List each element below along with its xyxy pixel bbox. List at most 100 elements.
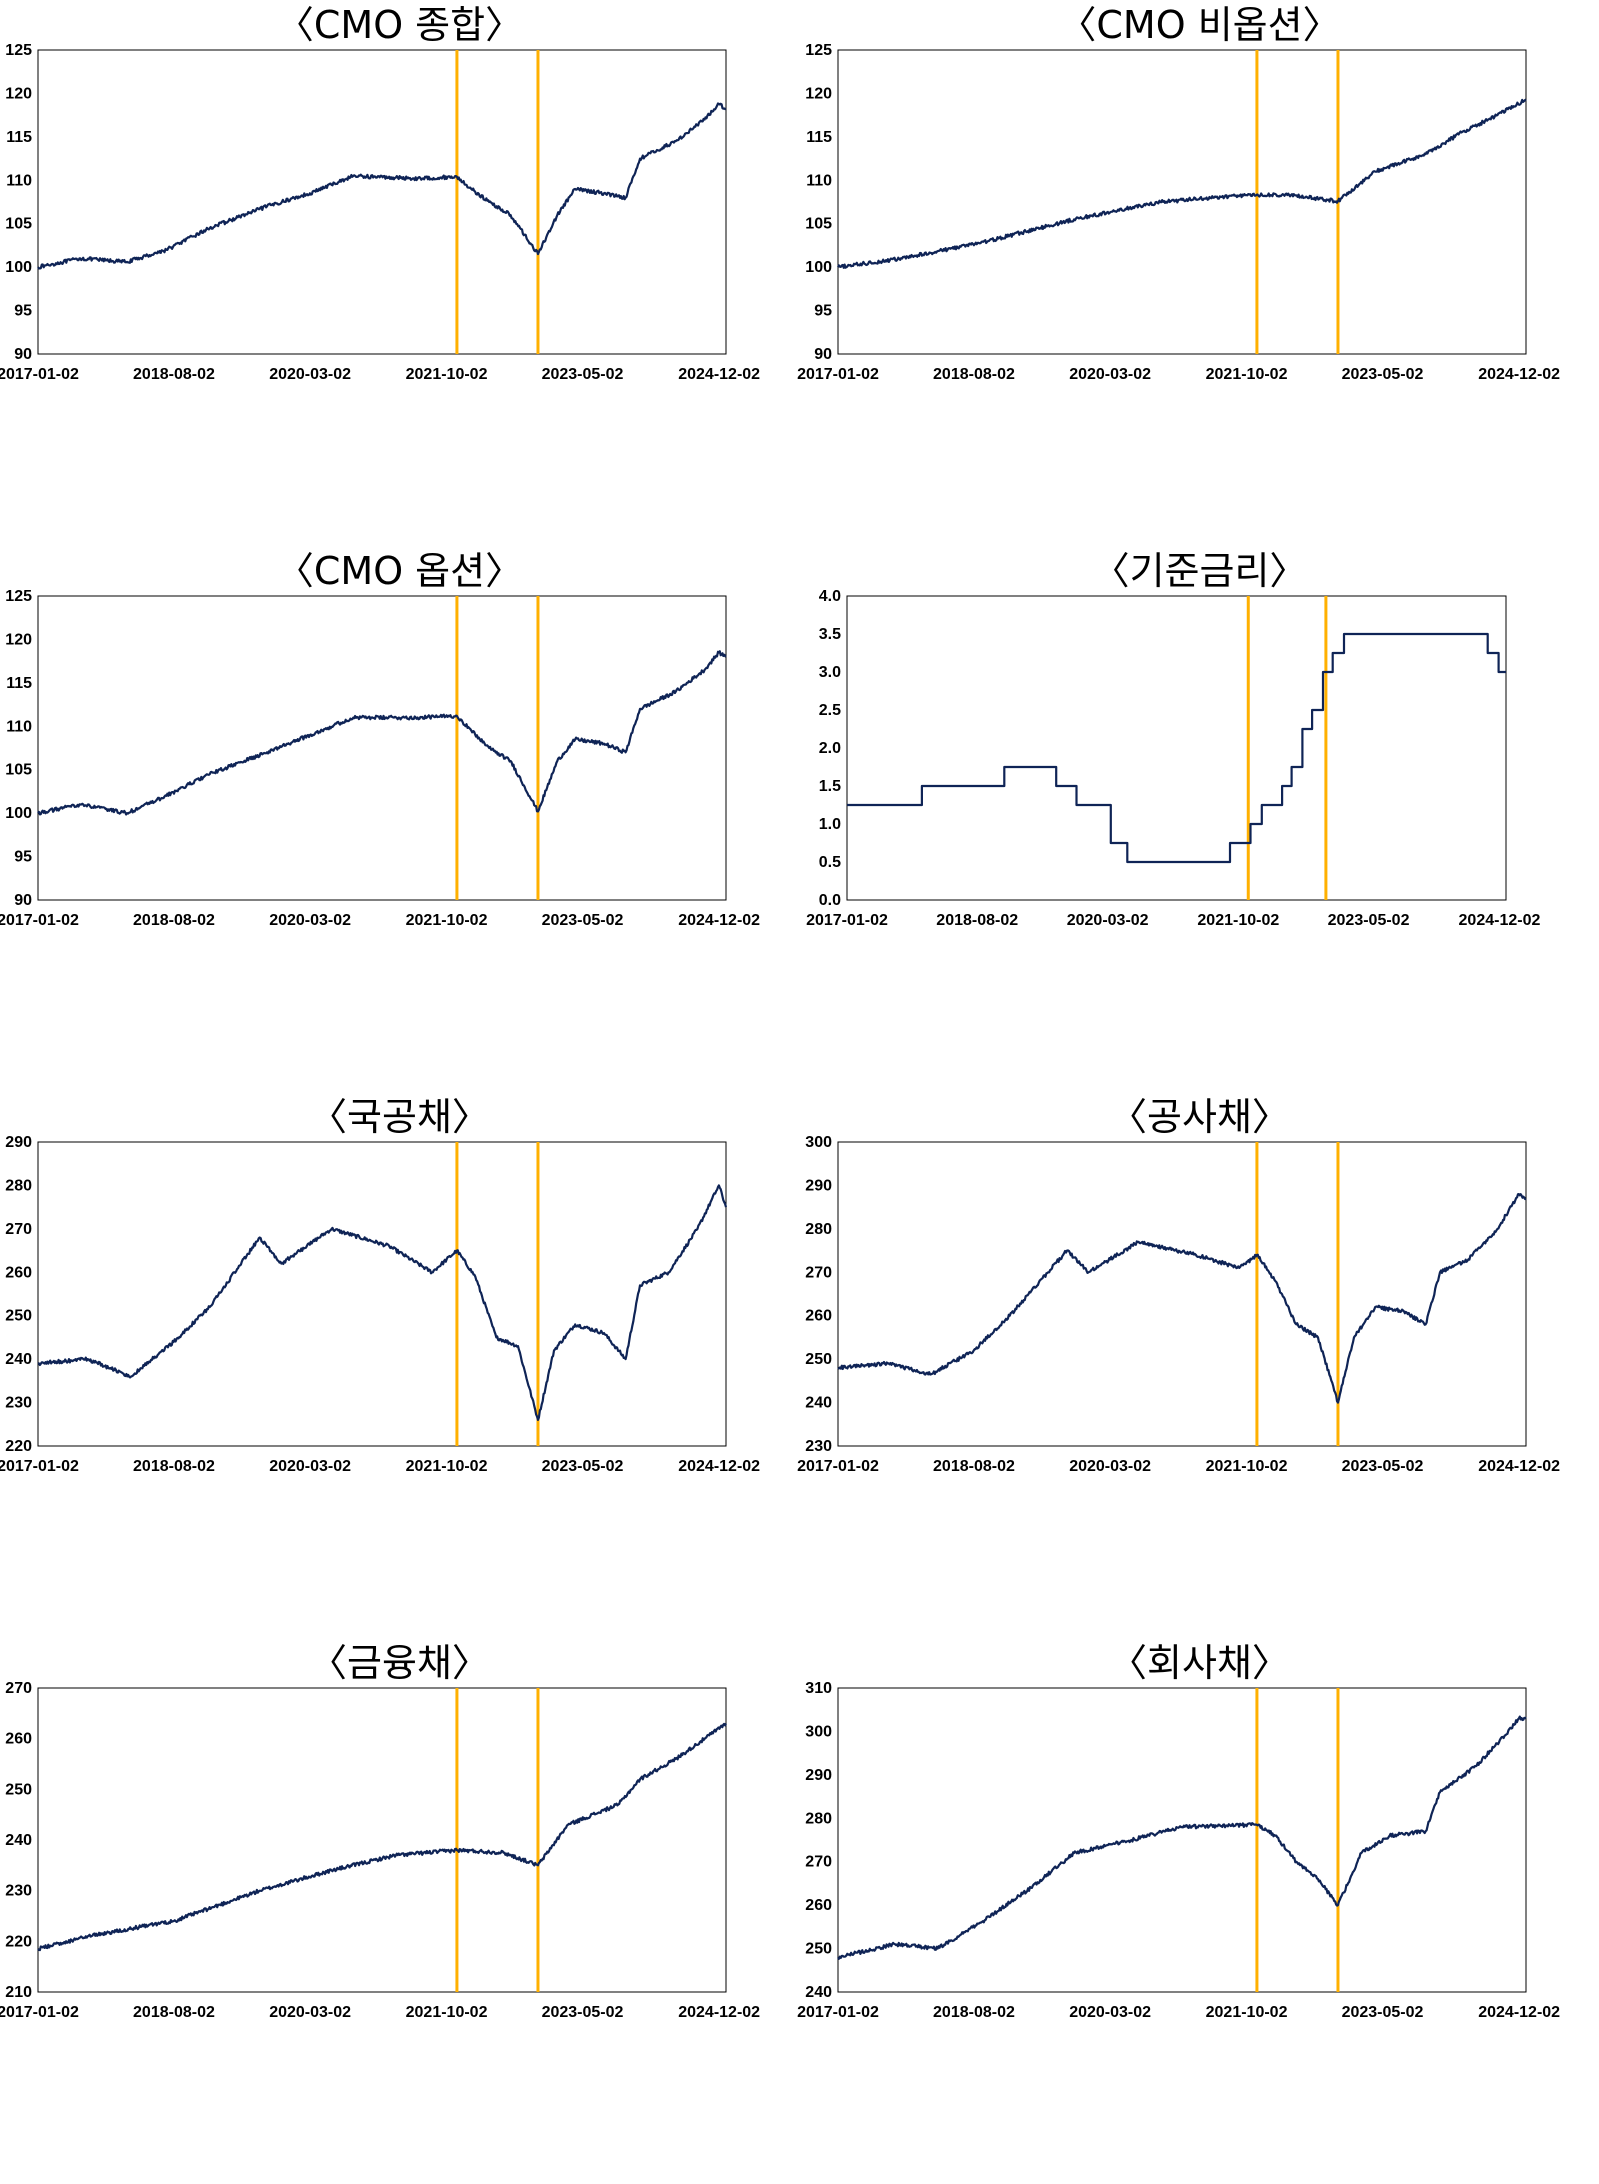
chart-svg: 210 220 230 240 250 260 270 2017-01-02 2018-08-0… bbox=[0, 1680, 760, 2021]
x-tick-label: 2024-12-02 bbox=[1478, 2004, 1560, 2021]
chart-panel-public-corp-bonds: 〈공사채〉 230 240 250 260 270 280 290 300 2017-01-02… bbox=[797, 1092, 1599, 1638]
y-tick-label: 3.0 bbox=[819, 664, 841, 681]
x-tick-label: 2024-12-02 bbox=[1478, 366, 1560, 383]
series-line bbox=[837, 1193, 1527, 1404]
y-tick-label: 105 bbox=[5, 216, 32, 233]
y-tick-label: 290 bbox=[805, 1177, 832, 1194]
y-tick-label: 1.5 bbox=[819, 778, 841, 795]
x-tick-label: 2023-05-02 bbox=[1328, 912, 1410, 929]
x-tick-label: 2017-01-02 bbox=[797, 2004, 879, 2021]
y-tick-label: 270 bbox=[5, 1680, 32, 1697]
series-line bbox=[37, 102, 727, 270]
y-tick-label: 100 bbox=[5, 259, 32, 276]
y-tick-label: 95 bbox=[814, 303, 832, 320]
x-tick-label: 2020-03-02 bbox=[269, 1458, 351, 1475]
x-tick-label: 2021-10-02 bbox=[1206, 1458, 1288, 1475]
x-tick-label: 2024-12-02 bbox=[678, 912, 760, 929]
x-tick-label: 2020-03-02 bbox=[1069, 366, 1151, 383]
series-line bbox=[37, 1722, 727, 1952]
y-tick-label: 290 bbox=[5, 1134, 32, 1151]
x-tick-label: 2018-08-02 bbox=[133, 1458, 215, 1475]
y-tick-label: 220 bbox=[5, 1438, 32, 1455]
y-tick-label: 95 bbox=[14, 303, 32, 320]
y-tick-label: 230 bbox=[5, 1883, 32, 1900]
chart-svg: 90 95 100 105 110 115 120 125 2017-01-02 2018-08-… bbox=[0, 588, 760, 929]
chart-title: 〈CMO 비옵션〉 bbox=[1058, 3, 1341, 47]
x-tick-label: 2018-08-02 bbox=[133, 912, 215, 929]
y-tick-label: 290 bbox=[805, 1767, 832, 1784]
y-tick-label: 105 bbox=[5, 762, 32, 779]
y-tick-label: 125 bbox=[5, 42, 32, 59]
x-tick-label: 2023-05-02 bbox=[1342, 1458, 1424, 1475]
y-tick-label: 280 bbox=[805, 1221, 832, 1238]
y-tick-label: 125 bbox=[5, 588, 32, 605]
x-tick-label: 2020-03-02 bbox=[1069, 2004, 1151, 2021]
chart-svg: 230 240 250 260 270 280 290 300 2017-01-02 2018-0… bbox=[797, 1134, 1560, 1475]
plot-frame bbox=[837, 1141, 1527, 1447]
chart-panel-cmo-total: 〈CMO 종합〉 90 95 100 105 110 115 120 125 2017-01-0… bbox=[0, 0, 799, 546]
y-tick-label: 90 bbox=[814, 346, 832, 363]
x-tick-label: 2023-05-02 bbox=[542, 2004, 624, 2021]
x-tick-label: 2020-03-02 bbox=[269, 366, 351, 383]
x-tick-label: 2023-05-02 bbox=[1342, 366, 1424, 383]
y-tick-label: 270 bbox=[5, 1221, 32, 1238]
chart-title: 〈회사채〉 bbox=[1109, 1641, 1290, 1685]
chart-title: 〈금융채〉 bbox=[309, 1641, 490, 1685]
chart-svg: 240 250 260 270 280 290 300 310 2017-01-02 2018-0… bbox=[797, 1680, 1560, 2021]
y-tick-label: 1.0 bbox=[819, 816, 841, 833]
y-tick-label: 115 bbox=[6, 675, 32, 692]
y-tick-label: 250 bbox=[5, 1781, 32, 1798]
x-tick-label: 2023-05-02 bbox=[542, 366, 624, 383]
x-tick-label: 2021-10-02 bbox=[406, 366, 488, 383]
x-tick-label: 2024-12-02 bbox=[678, 2004, 760, 2021]
chart-panel-financial-bonds: 〈금융채〉 210 220 230 240 250 260 270 2017-01-02 201… bbox=[0, 1638, 799, 2184]
y-tick-label: 240 bbox=[805, 1395, 832, 1412]
y-tick-label: 105 bbox=[805, 216, 832, 233]
y-tick-label: 4.0 bbox=[819, 588, 841, 605]
y-tick-label: 120 bbox=[5, 631, 32, 648]
x-tick-label: 2018-08-02 bbox=[133, 2004, 215, 2021]
y-tick-label: 260 bbox=[5, 1731, 32, 1748]
plot-frame bbox=[37, 49, 727, 355]
x-tick-label: 2017-01-02 bbox=[0, 366, 79, 383]
y-tick-label: 210 bbox=[5, 1984, 32, 2001]
y-tick-label: 0.0 bbox=[819, 892, 841, 909]
series-line bbox=[847, 632, 1506, 864]
y-tick-label: 260 bbox=[805, 1897, 832, 1914]
x-tick-label: 2024-12-02 bbox=[1478, 1458, 1560, 1475]
chart-panel-government-bonds: 〈국공채〉 220 230 240 250 260 270 280 290 2017-01-02… bbox=[0, 1092, 799, 1638]
y-tick-label: 120 bbox=[805, 85, 832, 102]
plot-frame bbox=[837, 1687, 1527, 1993]
chart-svg: 90 95 100 105 110 115 120 125 2017-01-02 2018-08-… bbox=[797, 42, 1560, 383]
chart-title: 〈기준금리〉 bbox=[1091, 549, 1308, 593]
x-tick-label: 2017-01-02 bbox=[0, 912, 79, 929]
x-tick-label: 2023-05-02 bbox=[542, 1458, 624, 1475]
x-tick-label: 2017-01-02 bbox=[797, 366, 879, 383]
plot-frame bbox=[37, 595, 727, 901]
x-tick-label: 2018-08-02 bbox=[936, 912, 1018, 929]
y-tick-label: 260 bbox=[5, 1264, 32, 1281]
chart-title: 〈공사채〉 bbox=[1109, 1095, 1290, 1139]
plot-frame bbox=[37, 1687, 727, 1993]
x-tick-label: 2021-10-02 bbox=[1197, 912, 1279, 929]
x-tick-label: 2018-08-02 bbox=[933, 1458, 1015, 1475]
chart-panel-base-rate: 〈기준금리〉 0.0 0.5 1.0 1.5 2.0 2.5 3.0 3.5 4.0 2017-0… bbox=[800, 546, 1599, 1092]
chart-title: 〈CMO 종합〉 bbox=[275, 3, 524, 47]
y-tick-label: 3.5 bbox=[819, 626, 841, 643]
x-tick-label: 2018-08-02 bbox=[933, 366, 1015, 383]
x-tick-label: 2024-12-02 bbox=[1459, 912, 1541, 929]
x-tick-label: 2020-03-02 bbox=[269, 912, 351, 929]
chart-panel-cmo-option: 〈CMO 옵션〉 90 95 100 105 110 115 120 125 2017-01-0… bbox=[0, 546, 799, 1092]
x-tick-label: 2024-12-02 bbox=[678, 366, 760, 383]
y-tick-label: 280 bbox=[805, 1810, 832, 1827]
y-tick-label: 220 bbox=[5, 1933, 32, 1950]
y-tick-label: 300 bbox=[805, 1134, 832, 1151]
x-tick-label: 2021-10-02 bbox=[1206, 2004, 1288, 2021]
y-tick-label: 270 bbox=[805, 1264, 832, 1281]
x-tick-label: 2023-05-02 bbox=[1342, 2004, 1424, 2021]
x-tick-label: 2018-08-02 bbox=[133, 366, 215, 383]
y-tick-label: 240 bbox=[5, 1351, 32, 1368]
y-tick-label: 230 bbox=[5, 1395, 32, 1412]
y-tick-label: 250 bbox=[805, 1351, 832, 1368]
y-tick-label: 115 bbox=[806, 129, 832, 146]
